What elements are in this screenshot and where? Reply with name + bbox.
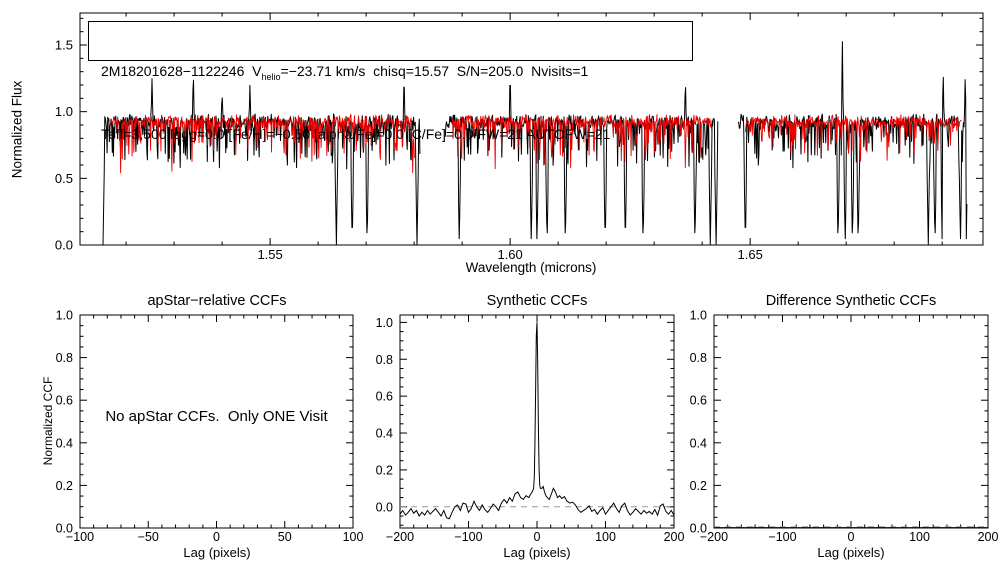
- x-tick-label: 100: [909, 530, 930, 544]
- x-tick-label: −200: [386, 530, 414, 544]
- apstar-ccf-title: apStar−relative CCFs: [147, 293, 287, 309]
- y-tick-label: 1.5: [55, 38, 73, 53]
- spectrum-y-axis-label: Normalized Flux: [9, 80, 25, 179]
- info-line1-post: =−23.71 km/s chisq=15.57 S/N=205.0 Nvisi…: [280, 63, 589, 79]
- apstar-ccf-x-axis-label: Lag (pixels): [183, 545, 251, 560]
- x-tick-label: 100: [343, 530, 364, 544]
- difference-ccf-title: Difference Synthetic CCFs: [765, 293, 937, 309]
- x-tick-label: −100: [454, 530, 482, 544]
- y-tick-label: 0.6: [690, 394, 707, 408]
- info-line-1: 2M18201628−1122246 Vhelio=−23.71 km/s ch…: [101, 62, 692, 87]
- y-tick-label: 0.6: [56, 394, 73, 408]
- y-tick-label: 0.0: [55, 238, 73, 253]
- y-tick-label: 0.6: [376, 390, 393, 404]
- synthetic-ccf-title: Synthetic CCFs: [486, 293, 588, 309]
- x-tick-label: 200: [978, 530, 999, 544]
- y-tick-label: 0.8: [690, 351, 707, 365]
- x-tick-label: 0: [848, 530, 855, 544]
- series-synthetic-spectrum: [452, 113, 713, 170]
- x-tick-label: 100: [595, 530, 616, 544]
- x-tick-label: 1.60: [497, 247, 522, 262]
- y-tick-label: 0.4: [376, 427, 393, 441]
- axis-box: [713, 314, 989, 529]
- x-tick-label: 1.55: [257, 247, 282, 262]
- x-tick-label: −50: [138, 530, 159, 544]
- y-tick-label: 1.0: [55, 104, 73, 119]
- y-tick-label: 0.2: [376, 463, 393, 477]
- no-apstar-ccf-message: No apStar CCFs. Only ONE Visit: [105, 408, 328, 425]
- y-tick-label: 0.2: [690, 479, 707, 493]
- difference-ccf-x-axis-label: Lag (pixels): [817, 545, 885, 560]
- x-tick-label: −100: [66, 530, 94, 544]
- x-tick-label: 50: [278, 530, 292, 544]
- x-tick-label: −200: [700, 530, 728, 544]
- y-tick-label: 0.4: [56, 436, 73, 450]
- info-line1-pre: 2M18201628−1122246 V: [101, 63, 262, 79]
- y-tick-label: 0.4: [690, 436, 707, 450]
- synthetic-ccf-x-axis-label: Lag (pixels): [503, 545, 571, 560]
- x-tick-label: −100: [768, 530, 796, 544]
- y-tick-label: 0.0: [376, 500, 393, 514]
- series-observed-spectrum: [737, 41, 968, 246]
- y-tick-label: 0.0: [690, 522, 707, 536]
- x-tick-label: 0: [213, 530, 220, 544]
- ccf-y-axis-label: Normalized CCF: [41, 376, 55, 466]
- series-synthetic-spectrum: [109, 113, 415, 174]
- y-tick-label: 0.8: [56, 351, 73, 365]
- y-tick-label: 0.8: [376, 353, 393, 367]
- info-line1-subscript: helio: [261, 71, 281, 82]
- spectrum-info-box: 2M18201628−1122246 Vhelio=−23.71 km/s ch…: [88, 21, 693, 142]
- info-line-2: Teff=3,500 logg=0.0 [Fe/H]=−0.50 [alpha/…: [101, 125, 611, 142]
- axis-box: [79, 12, 984, 246]
- series-ccf: [399, 322, 675, 520]
- series-synthetic-spectrum: [744, 114, 962, 162]
- y-tick-label: 0.5: [55, 171, 73, 186]
- y-tick-label: 1.0: [376, 316, 393, 330]
- y-tick-label: 1.0: [690, 309, 707, 323]
- spectrum-x-axis-label: Wavelength (microns): [465, 260, 597, 275]
- y-tick-label: 1.0: [56, 309, 73, 323]
- y-tick-label: 0.0: [56, 522, 73, 536]
- x-tick-label: 0: [534, 530, 541, 544]
- y-tick-label: 0.2: [56, 479, 73, 493]
- x-tick-label: 1.65: [738, 247, 763, 262]
- x-tick-label: 200: [664, 530, 685, 544]
